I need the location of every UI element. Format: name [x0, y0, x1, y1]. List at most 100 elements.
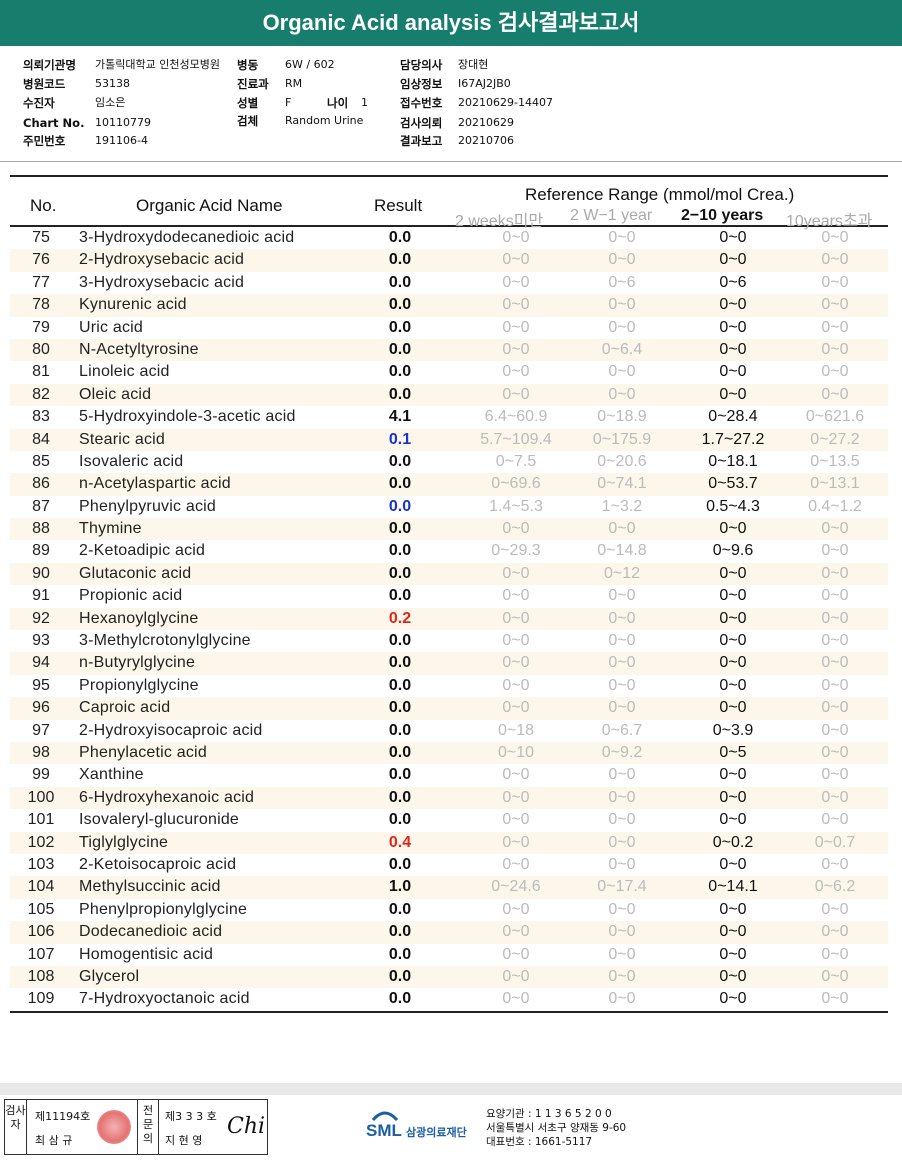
clinical-value: I67AJ2JB0 [458, 77, 511, 90]
result-value: 0.0 [388, 251, 412, 269]
row-number: 94 [32, 654, 50, 672]
table-row: 102 Tiglylglycine 0.4 0~0 0~0 0~0.2 0~0.7 [10, 831, 888, 854]
ref-2w-1y: 0~6 [608, 273, 636, 291]
ref-2-10y: 0~0 [719, 855, 747, 873]
acid-name: Caproic acid [79, 699, 171, 717]
ref-2w-1y: 0~0 [608, 363, 636, 381]
ref-2-10y: 0~0 [719, 520, 747, 538]
row-number: 91 [32, 587, 50, 605]
org-name: 삼광의료재단 [406, 1126, 467, 1139]
result-value: 0.1 [388, 430, 412, 448]
ref-2weeks: 0~0 [502, 632, 530, 650]
ref-10y: 0~0 [821, 766, 849, 784]
ref-2weeks: 6.4~60.9 [484, 408, 548, 426]
acid-name: Xanthine [79, 766, 144, 784]
chart-label: Chart No. [23, 116, 85, 130]
row-number: 104 [27, 878, 55, 896]
ref-10y: 0~27.2 [810, 430, 860, 448]
ref-2-10y: 0~0 [719, 900, 747, 918]
signature-box: 검사자 제11194호 최 삼 규 전문의 제3 3 3 호 지 현 영 Chi [4, 1099, 268, 1155]
row-number: 105 [27, 900, 55, 918]
table-row: 75 3-Hydroxydodecanedioic acid 0.0 0~0 0~0 0~… [10, 227, 888, 249]
ref-10y: 0~0 [821, 676, 849, 694]
ref-10y: 0~0 [821, 296, 849, 314]
doctor-signature: Chi [227, 1114, 266, 1139]
ref-10y: 0~0 [821, 967, 849, 985]
ref-2w-1y: 0~6.4 [601, 340, 643, 358]
ref-2w-1y: 0~0 [608, 676, 636, 694]
ward-value: 6W / 602 [285, 58, 335, 71]
patient-value: 임소은 [95, 96, 126, 109]
row-number: 89 [32, 542, 50, 560]
acid-name: n-Butyrylglycine [79, 654, 196, 672]
result-value: 0.0 [388, 273, 412, 291]
result-value: 0.0 [388, 520, 412, 538]
ref-10y: 0~621.6 [805, 408, 865, 426]
ref-2weeks: 0~10 [497, 743, 535, 761]
ref-10y: 0~0 [821, 609, 849, 627]
ref-10y: 0~0 [821, 520, 849, 538]
id-label: 주민번호 [23, 134, 66, 148]
row-number: 100 [27, 788, 55, 806]
ref-2weeks: 0~0 [502, 676, 530, 694]
table-row: 95 Propionylglycine 0.0 0~0 0~0 0~0 0~0 [10, 675, 888, 697]
hospital-value: 가톨릭대학교 인천성모병원 [95, 58, 220, 71]
table-row: 81 Linoleic acid 0.0 0~0 0~0 0~0 0~0 [10, 361, 888, 383]
ref-2weeks: 0~0 [502, 363, 530, 381]
row-number: 97 [32, 721, 50, 739]
dept-label: 진료과 [237, 77, 269, 91]
result-value: 0.0 [388, 340, 412, 358]
ref-2w-1y: 1~3.2 [601, 497, 643, 515]
doctor-name: 지 현 영 [165, 1134, 203, 1147]
row-number: 83 [32, 408, 50, 426]
ref-2-10y: 0~0 [719, 945, 747, 963]
table-row: 76 2-Hydroxysebacic acid 0.0 0~0 0~0 0~0 0~0 [10, 249, 888, 272]
age-label: 나이 [327, 96, 349, 110]
clinical-label: 임상정보 [400, 77, 443, 91]
ref-2-10y: 0~0 [719, 766, 747, 784]
acid-name: 3-Hydroxydodecanedioic acid [79, 229, 295, 246]
ref-10y: 0~0 [821, 699, 849, 717]
ref-10y: 0~0 [821, 855, 849, 873]
row-number: 109 [27, 990, 55, 1008]
ref-2w-1y: 0~0 [608, 766, 636, 784]
result-value: 0.2 [388, 609, 412, 627]
ref-2w-1y: 0~14.8 [597, 542, 647, 560]
table-row: 101 Isovaleryl-glucuronide 0.0 0~0 0~0 0~0 0~0 [10, 809, 888, 831]
ref-2-10y: 0~0 [719, 967, 747, 985]
row-number: 84 [32, 430, 50, 448]
ref-10y: 0~0 [821, 564, 849, 582]
result-value: 0.0 [388, 855, 412, 873]
ref-10y: 0~0 [821, 632, 849, 650]
result-value: 0.0 [388, 699, 412, 717]
result-value: 0.0 [388, 229, 412, 246]
ref-2w-1y: 0~0 [608, 811, 636, 829]
ref-2-10y: 0~5 [719, 743, 747, 761]
ref-2w-1y: 0~0 [608, 945, 636, 963]
acid-name: 2-Ketoadipic acid [79, 542, 206, 560]
ref-2w-1y: 0~0 [608, 855, 636, 873]
ref-2weeks: 0~0 [502, 923, 530, 941]
ref-sub-2w-1y: 2 W−1 year [570, 207, 653, 224]
ref-2weeks: 0~0 [502, 587, 530, 605]
acid-name: Glycerol [79, 967, 140, 985]
result-value: 0.0 [388, 318, 412, 336]
ref-10y: 0~0 [821, 251, 849, 269]
ref-10y: 0~0 [821, 229, 849, 246]
org-street: 서울특별시 서초구 양재동 9-60 [486, 1122, 627, 1134]
request-label: 검사의뢰 [400, 116, 443, 130]
ref-2w-1y: 0~12 [603, 564, 641, 582]
ref-sub-2-10y: 2−10 years [681, 207, 764, 224]
table-row: 86 n-Acetylaspartic acid 0.0 0~69.6 0~74.1 0~… [10, 473, 888, 496]
code-label: 병원코드 [23, 77, 66, 91]
doctor-value: 장대현 [458, 58, 489, 71]
code-value: 53138 [95, 77, 130, 90]
acid-name: Phenylpyruvic acid [79, 497, 216, 515]
col-result-header: Result [374, 196, 423, 215]
acid-name: Propionic acid [79, 587, 183, 605]
sex-label: 성별 [237, 96, 259, 110]
ref-2weeks: 0~7.5 [495, 452, 537, 470]
ref-10y: 0~0 [821, 587, 849, 605]
ref-2-10y: 0~0 [719, 340, 747, 358]
result-value: 0.0 [388, 564, 412, 582]
